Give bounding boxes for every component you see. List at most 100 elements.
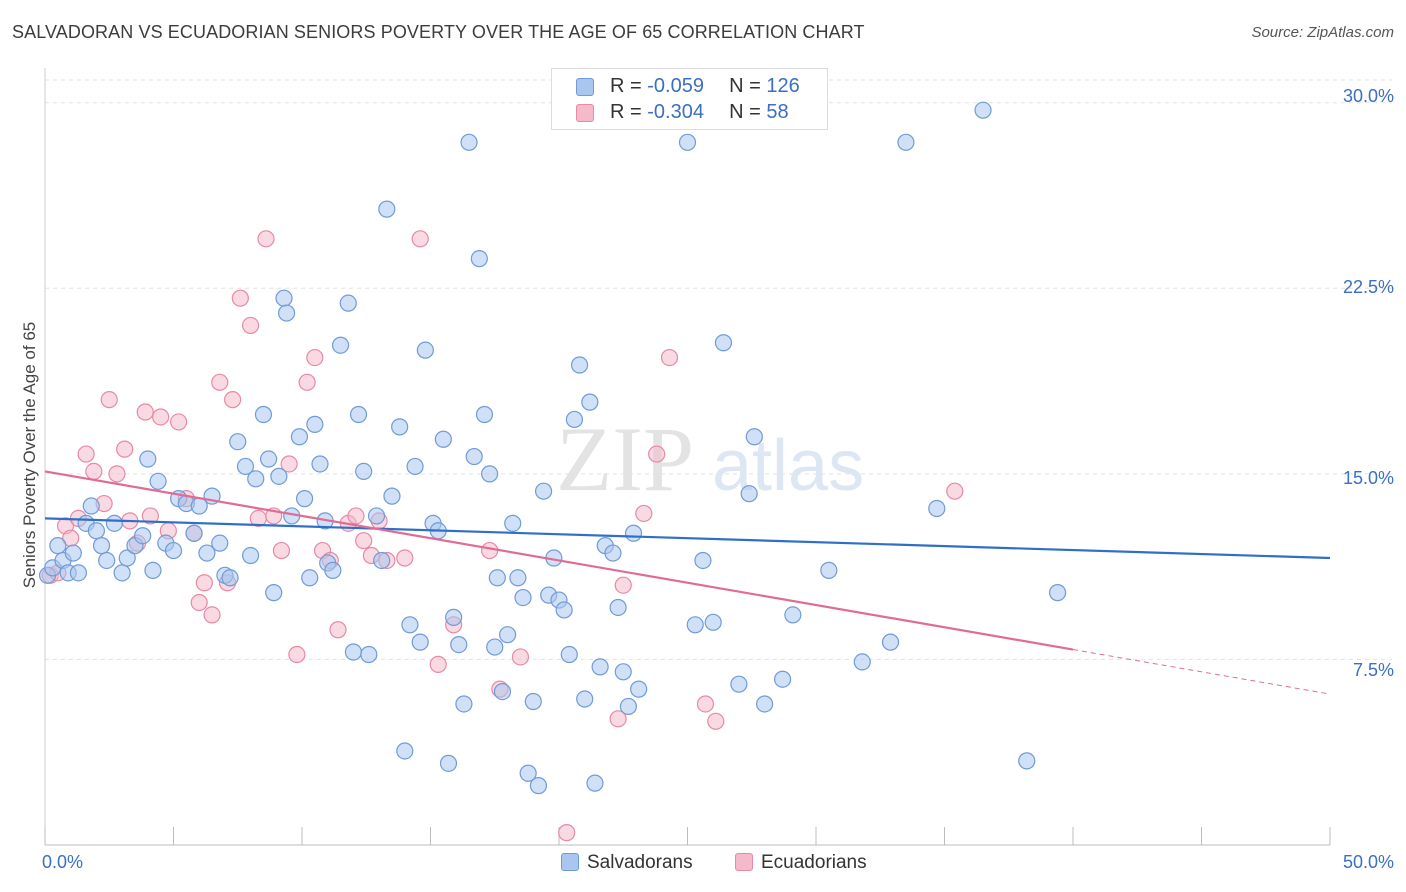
data-point (236, 457, 255, 476)
data-point (265, 584, 283, 602)
blue-swatch (561, 853, 579, 871)
data-point (619, 697, 637, 716)
data-point (740, 485, 758, 503)
data-point (301, 569, 319, 587)
data-point (488, 569, 506, 587)
grid-lines (45, 79, 1392, 660)
data-point (198, 544, 216, 562)
data-point (100, 391, 118, 409)
data-point (704, 613, 722, 631)
data-point (288, 645, 306, 664)
salvadorans-trend-line (44, 517, 1331, 560)
data-point (974, 101, 992, 119)
data-point (416, 341, 434, 359)
data-point (259, 450, 278, 468)
data-point (275, 289, 293, 307)
data-point (1018, 752, 1036, 770)
data-point (519, 764, 537, 782)
legend-item-salvadorans: Salvadorans (561, 852, 693, 874)
data-point (509, 569, 527, 587)
data-point (570, 356, 589, 374)
data-point (113, 564, 131, 582)
data-point (730, 675, 748, 693)
legend-n-label: N = (729, 75, 767, 97)
salvadorans-points (38, 101, 1067, 795)
data-point (272, 541, 291, 560)
data-point (565, 410, 584, 429)
data-point (445, 608, 463, 626)
data-point (635, 504, 653, 523)
x-tick-label-max: 50.0% (1342, 852, 1394, 872)
data-point (429, 655, 447, 673)
data-point (329, 621, 347, 639)
data-point (555, 601, 573, 619)
data-point (707, 712, 725, 730)
stats-legend: R = -0.059 N = 126 R = -0.304 N = 58 (551, 68, 828, 130)
data-point (648, 445, 666, 463)
data-point (560, 645, 578, 664)
data-point (678, 133, 697, 151)
data-point (784, 606, 802, 624)
ecuadorians-trend-extension (1072, 649, 1331, 695)
legend-item-ecuadorians: Ecuadorians (735, 852, 867, 874)
data-point (558, 824, 576, 842)
data-point (928, 499, 946, 518)
data-point (139, 450, 157, 468)
data-point (349, 405, 368, 424)
data-point (49, 537, 67, 555)
data-point (745, 428, 763, 446)
data-point (694, 551, 712, 570)
data-point (686, 616, 704, 634)
data-point (229, 433, 247, 451)
data-point (367, 507, 386, 525)
data-point (396, 742, 414, 760)
data-point (211, 373, 229, 391)
data-point (897, 133, 915, 151)
data-point (254, 405, 273, 424)
data-point (581, 393, 599, 411)
data-point (391, 418, 409, 436)
data-point (524, 692, 542, 711)
data-point (85, 462, 103, 480)
data-point (609, 710, 627, 728)
data-point (331, 336, 350, 354)
data-point (221, 569, 239, 587)
data-point (306, 415, 324, 433)
legend-n-value: 126 (766, 75, 800, 97)
data-point (576, 690, 594, 708)
data-point (773, 670, 792, 688)
data-point (324, 561, 342, 579)
data-point (460, 133, 478, 151)
data-point (280, 455, 298, 473)
data-point (92, 537, 111, 555)
data-point (136, 403, 154, 421)
trend-lines (44, 470, 1331, 695)
pink-swatch (735, 853, 753, 871)
data-point (195, 574, 213, 592)
data-point (511, 648, 530, 666)
data-point (439, 754, 458, 772)
data-point (450, 635, 468, 654)
data-point (383, 487, 401, 505)
data-point (144, 561, 162, 579)
data-point (355, 462, 373, 480)
data-point (69, 564, 88, 582)
data-point (614, 576, 632, 594)
data-point (493, 682, 512, 701)
data-point (434, 430, 452, 448)
data-point (624, 524, 643, 542)
data-point (242, 546, 260, 565)
ecuadorians-trend-line (44, 470, 1074, 651)
data-point (98, 551, 116, 570)
data-point (311, 455, 329, 473)
data-point (190, 593, 208, 612)
data-point (134, 527, 152, 545)
data-point (360, 645, 378, 664)
data-point (290, 428, 309, 446)
source-label: Source: ZipAtlas.com (1251, 24, 1394, 41)
data-point (355, 532, 373, 550)
data-point (185, 524, 203, 542)
data-point (277, 304, 296, 322)
data-point (1048, 584, 1067, 602)
